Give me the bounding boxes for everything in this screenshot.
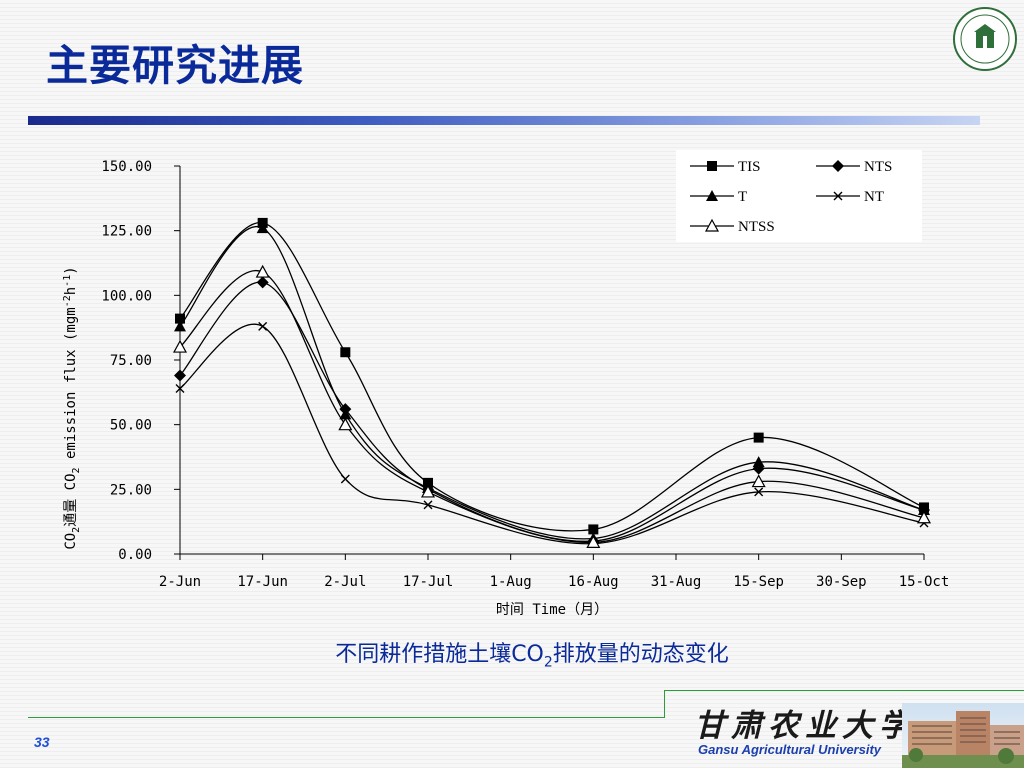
- data-point-ntss: [916, 510, 932, 524]
- data-point-nt: [423, 500, 433, 510]
- legend-label: NT: [864, 189, 884, 205]
- data-point-nt: [175, 383, 185, 393]
- series-line-tis: [179, 222, 925, 532]
- legend-marker-nts: [832, 160, 844, 172]
- data-point-tis: [588, 524, 599, 535]
- legend-item-ntss: NTSS: [690, 218, 775, 235]
- x-tick-label: 16-Aug: [568, 574, 619, 590]
- footer-divider-top: [664, 690, 1024, 691]
- university-seal-icon: [953, 7, 1017, 71]
- y-tick-label: 100.00: [101, 288, 152, 304]
- data-point-t: [752, 456, 765, 468]
- series-line-nts: [179, 281, 925, 542]
- title-divider-bar: [28, 116, 980, 125]
- data-point-ntss: [751, 474, 766, 488]
- x-tick-label: 15-Oct: [899, 574, 950, 590]
- legend-item-tis: TIS: [690, 159, 761, 175]
- campus-building-image: [902, 703, 1024, 768]
- footer-divider: [28, 717, 664, 718]
- x-tick-label: 2-Jul: [324, 574, 366, 590]
- y-tick-label: 50.00: [110, 418, 152, 434]
- data-point-tis: [753, 432, 764, 443]
- footer-divider-vertical: [664, 690, 665, 718]
- legend-marker-tis: [707, 161, 717, 171]
- data-point-ntss: [172, 339, 188, 353]
- y-tick-label: 75.00: [110, 353, 152, 369]
- series-line-t: [179, 225, 925, 540]
- legend-item-nts: NTS: [816, 159, 892, 175]
- legend-label: NTSS: [738, 219, 775, 235]
- legend-label: TIS: [738, 159, 761, 175]
- data-point-nts: [256, 276, 269, 289]
- x-tick-label: 17-Jun: [237, 574, 288, 590]
- slide-title: 主要研究进展: [46, 41, 305, 90]
- data-point-ntss: [338, 417, 353, 431]
- page-number: 33: [34, 734, 50, 750]
- co2-flux-chart: 0.00 25.00 50.00 75.00 100.00 125.00 150.00 2-J…: [0, 140, 1024, 630]
- data-point-t: [174, 320, 186, 332]
- data-point-t: [256, 222, 269, 234]
- data-point-nt: [340, 474, 350, 484]
- x-tick-label: 17-Jul: [403, 574, 454, 590]
- legend-item-nt: NT: [816, 189, 884, 205]
- x-tick-label: 15-Sep: [733, 574, 784, 590]
- legend-label: T: [738, 189, 747, 205]
- data-point-nt: [754, 487, 764, 497]
- series-t: [174, 222, 930, 544]
- data-point-tis: [340, 347, 351, 358]
- series-ntss: [172, 264, 932, 548]
- y-tick-label: 25.00: [110, 482, 152, 498]
- y-tick-label: 125.00: [101, 224, 152, 240]
- legend-label: NTS: [864, 159, 892, 175]
- data-point-ntss: [255, 264, 270, 278]
- series-line-ntss: [179, 269, 925, 544]
- x-tick-label: 31-Aug: [651, 574, 702, 590]
- legend-marker-t: [706, 190, 718, 201]
- x-tick-label: 2-Jun: [159, 574, 201, 590]
- data-point-tis: [175, 313, 185, 324]
- data-point-t: [339, 408, 352, 420]
- series-line-nt: [179, 323, 925, 545]
- legend-marker-ntss: [704, 218, 720, 232]
- x-tick-label: 30-Sep: [816, 574, 867, 590]
- y-axis-title: CO2通量 CO2 emission flux (mgm-2h-1): [62, 266, 82, 549]
- series-nts: [174, 276, 930, 548]
- data-point-t: [918, 504, 930, 516]
- chart-caption: 不同耕作措施土壤CO2排放量的动态变化: [335, 642, 729, 671]
- legend-item-t: T: [690, 189, 747, 205]
- data-point-nt: [258, 321, 268, 331]
- university-name-cn: 甘肃农业大学: [694, 708, 916, 744]
- x-tick-label: 1-Aug: [490, 574, 532, 590]
- x-axis-title: 时间 Time（月）: [496, 602, 608, 618]
- series-nt: [175, 321, 929, 549]
- y-tick-label: 0.00: [118, 547, 152, 563]
- university-name-en: Gansu Agricultural University: [698, 742, 882, 757]
- data-point-nts: [174, 369, 186, 382]
- legend-marker-nt: [833, 191, 843, 201]
- y-tick-label: 150.00: [101, 159, 152, 175]
- chart-svg: 0.00 25.00 50.00 75.00 100.00 125.00 150.00 2-J…: [62, 150, 950, 618]
- data-point-ntss: [586, 535, 601, 548]
- data-point-ntss: [420, 484, 436, 498]
